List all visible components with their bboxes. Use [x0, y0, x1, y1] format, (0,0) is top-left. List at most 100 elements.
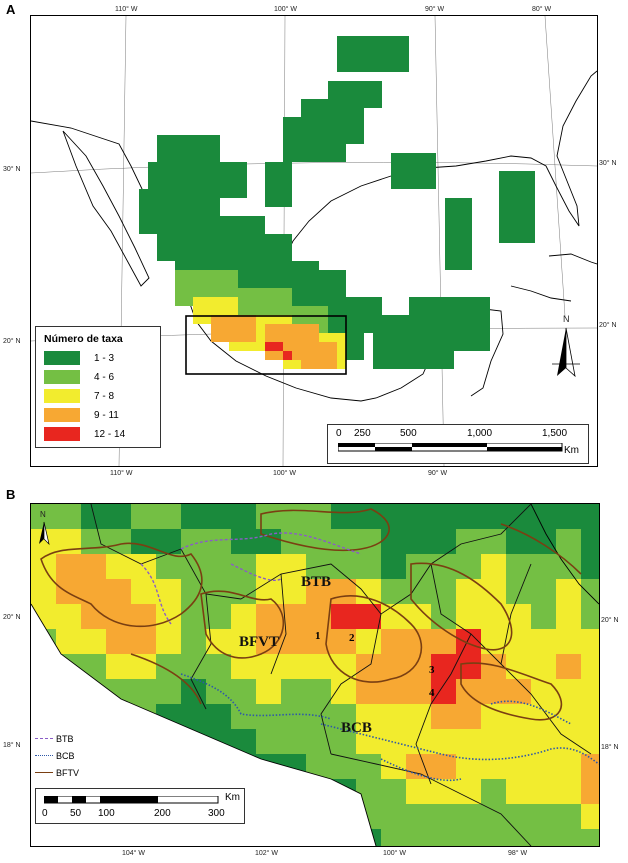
grid-cell — [331, 654, 356, 679]
grid-cell — [283, 270, 292, 279]
grid-cell — [400, 45, 409, 54]
grid-cell — [355, 333, 364, 342]
grid-cell — [274, 333, 283, 342]
grid-cell — [156, 629, 181, 654]
grid-cell — [184, 180, 193, 189]
grid-cell — [81, 579, 106, 604]
grid-cell — [319, 99, 328, 108]
tick-a-bottom-100: 100° W — [273, 470, 297, 477]
grid-cell — [382, 63, 391, 72]
grid-cell — [373, 99, 382, 108]
grid-cell — [131, 529, 156, 554]
grid-cell — [247, 225, 256, 234]
grid-cell — [418, 342, 427, 351]
grid-cell — [356, 704, 381, 729]
grid-cell — [193, 270, 202, 279]
grid-cell — [346, 99, 355, 108]
grid-cell — [184, 297, 193, 306]
grid-cell — [274, 198, 283, 207]
map-b[interactable]: N BTB BFVT BCB 1 2 3 4 BTB BCB BFTV Km 0… — [30, 503, 600, 847]
grid-cell — [463, 324, 472, 333]
grid-cell — [454, 315, 463, 324]
grid-cell — [319, 288, 328, 297]
grid-cell — [310, 99, 319, 108]
grid-cell — [517, 198, 526, 207]
panel-a-letter: A — [6, 2, 16, 17]
grid-cell — [400, 162, 409, 171]
north-label-b: N — [40, 510, 46, 519]
grid-cell — [381, 654, 406, 679]
grid-cell — [427, 171, 436, 180]
grid-cell — [265, 243, 274, 252]
grid-cell — [328, 351, 337, 360]
grid-cell — [531, 629, 556, 654]
grid-cell — [283, 180, 292, 189]
grid-cell — [238, 180, 247, 189]
grid-cell — [364, 297, 373, 306]
grid-cell — [391, 162, 400, 171]
grid-cell — [247, 315, 256, 324]
grid-cell — [373, 351, 382, 360]
grid-cell — [247, 252, 256, 261]
grid-cell — [202, 180, 211, 189]
grid-cell — [229, 306, 238, 315]
grid-cell — [381, 729, 406, 754]
grid-cell — [356, 679, 381, 704]
grid-cell — [526, 189, 535, 198]
grid-cell — [238, 270, 247, 279]
grid-cell — [463, 333, 472, 342]
grid-cell — [274, 162, 283, 171]
grid-cell — [56, 504, 81, 529]
grid-cell — [391, 153, 400, 162]
grid-cell — [156, 679, 181, 704]
grid-cell — [506, 779, 531, 804]
grid-cell — [265, 324, 274, 333]
grid-cell — [265, 306, 274, 315]
grid-cell — [157, 171, 166, 180]
grid-cell — [436, 315, 445, 324]
grid-cell — [229, 342, 238, 351]
map-a[interactable]: N Número de taxa 1 - 3 4 - 6 7 - 8 9 - 1… — [30, 15, 598, 467]
grid-cell — [166, 135, 175, 144]
grid-cell — [206, 654, 231, 679]
grid-cell — [301, 117, 310, 126]
grid-cell — [328, 135, 337, 144]
tick-a-bottom-90: 90° W — [428, 470, 448, 477]
grid-cell — [499, 198, 508, 207]
grid-cell — [106, 504, 131, 529]
scale-b-300: 300 — [208, 808, 225, 819]
grid-cell — [166, 234, 175, 243]
grid-cell — [526, 225, 535, 234]
grid-cell — [265, 261, 274, 270]
grid-cell — [481, 554, 506, 579]
study-area-rectangle[interactable] — [185, 315, 347, 375]
grid-cell — [193, 180, 202, 189]
grid-cell — [184, 153, 193, 162]
grid-cell — [310, 153, 319, 162]
grid-cell — [319, 270, 328, 279]
grid-cell — [256, 529, 281, 554]
grid-cell — [292, 270, 301, 279]
grid-cell — [431, 779, 456, 804]
grid-cell — [481, 779, 506, 804]
grid-cell — [427, 315, 436, 324]
grid-cell — [292, 117, 301, 126]
grid-cell — [157, 162, 166, 171]
grid-cell — [337, 279, 346, 288]
grid-cell — [445, 333, 454, 342]
grid-cell — [431, 504, 456, 529]
grid-cell — [517, 225, 526, 234]
grid-cell — [581, 804, 599, 829]
grid-cell — [531, 779, 556, 804]
grid-cell — [381, 804, 406, 829]
grid-cell — [202, 207, 211, 216]
grid-cell — [220, 333, 229, 342]
scale-b-50: 50 — [70, 808, 82, 819]
grid-cell — [81, 554, 106, 579]
grid-cell — [211, 297, 220, 306]
grid-cell — [301, 288, 310, 297]
grid-cell — [306, 679, 331, 704]
grid-cell — [526, 171, 535, 180]
grid-cell — [531, 679, 556, 704]
grid-cell — [581, 654, 599, 679]
